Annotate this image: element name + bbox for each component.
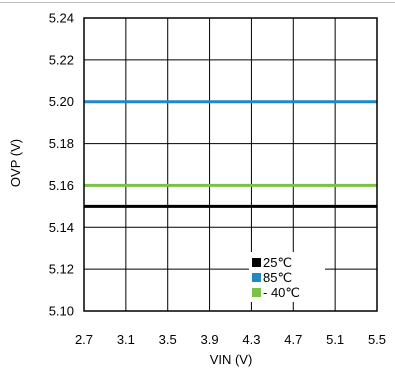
x-tick-label: 4.3 <box>242 332 260 347</box>
legend: 25℃85℃- 40℃ <box>249 252 325 302</box>
y-tick-label: 5.14 <box>49 220 74 235</box>
y-tick-label: 5.20 <box>49 94 74 109</box>
y-tick-label: 5.12 <box>49 262 74 277</box>
legend-label-2: - 40℃ <box>263 285 300 300</box>
x-tick-label: 5.1 <box>326 332 344 347</box>
top-rule <box>0 2 395 3</box>
series-lines <box>84 102 377 207</box>
y-tick-labels: 5.10 5.12 5.14 5.16 5.18 5.20 5.22 5.24 <box>49 11 74 319</box>
x-tick-labels: 2.7 3.1 3.5 3.9 4.3 4.7 5.1 5.5 <box>75 332 386 347</box>
y-axis-label: OVP (V) <box>8 139 23 187</box>
plot-frame <box>84 18 377 311</box>
y-tick-label: 5.22 <box>49 52 74 67</box>
x-tick-label: 4.7 <box>284 332 302 347</box>
x-tick-label: 3.1 <box>117 332 135 347</box>
y-tick-label: 5.10 <box>49 304 74 319</box>
legend-swatch-2 <box>252 288 261 297</box>
y-tick-label: 5.16 <box>49 178 74 193</box>
legend-label-0: 25℃ <box>263 255 292 270</box>
legend-label-1: 85℃ <box>263 270 292 285</box>
x-tick-label: 3.9 <box>201 332 219 347</box>
x-tick-label: 2.7 <box>75 332 93 347</box>
x-axis-label: VIN (V) <box>210 352 253 367</box>
grid <box>84 18 377 311</box>
legend-swatch-1 <box>252 273 261 282</box>
y-tick-label: 5.24 <box>49 11 74 26</box>
y-tick-label: 5.18 <box>49 136 74 151</box>
legend-swatch-0 <box>252 258 261 267</box>
x-tick-label: 5.5 <box>368 332 386 347</box>
x-tick-label: 3.5 <box>159 332 177 347</box>
